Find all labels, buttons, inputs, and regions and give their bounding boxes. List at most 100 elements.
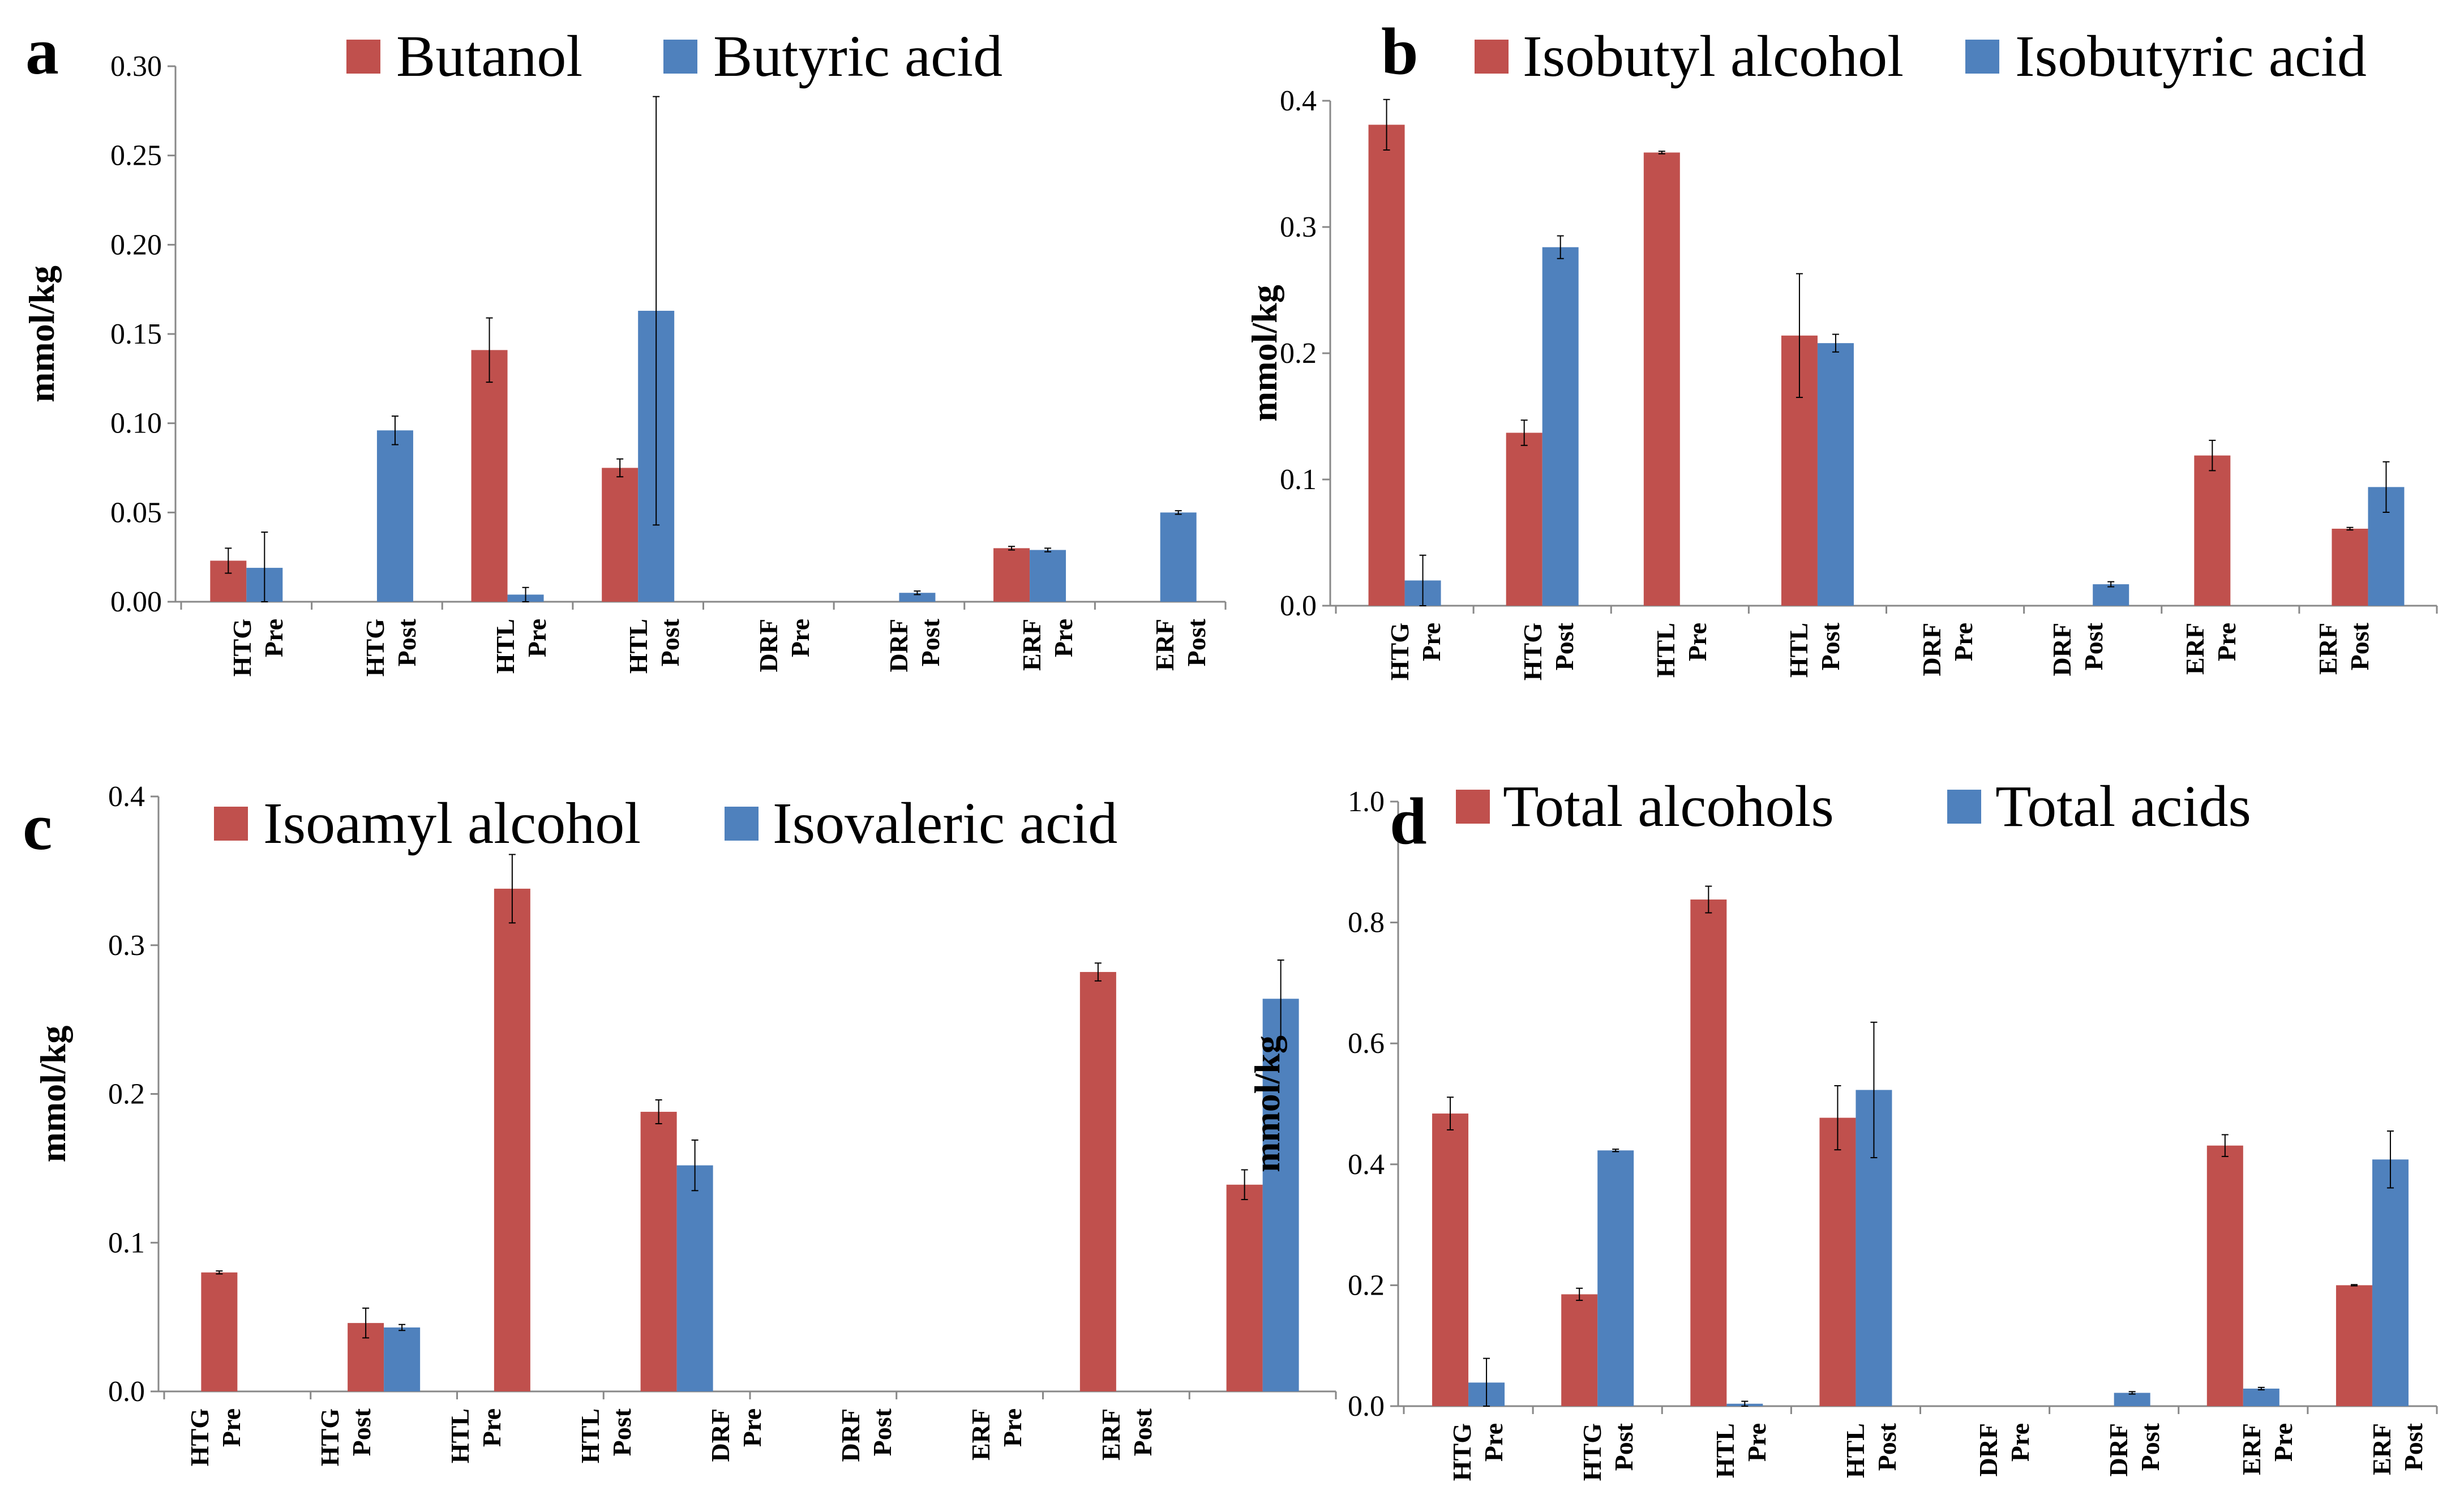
x-tick-label-line2: Pre — [2006, 1423, 2034, 1462]
x-tick-label-line2: Pre — [217, 1408, 246, 1447]
bar — [899, 593, 936, 602]
x-tick-label: HTG Post — [361, 618, 421, 676]
x-tick-label-line2: Pre — [1049, 619, 1078, 657]
x-tick-label-line2: Pre — [1949, 623, 1978, 661]
x-tick-label-line1: ERF — [1096, 1408, 1125, 1460]
x-tick-label-line2: Post — [916, 618, 945, 666]
x-tick-label-line1: DRF — [706, 1408, 735, 1462]
x-tick-label-line2: Pre — [998, 1408, 1027, 1447]
x-tick-label-line1: HTL — [624, 619, 653, 674]
y-axis-title: mmol/kg — [33, 1026, 73, 1163]
x-tick-label: ERF Pre — [1017, 619, 1078, 671]
x-tick-label-line2: Post — [607, 1408, 636, 1456]
x-tick-label-line1: DRF — [884, 619, 913, 673]
y-tick-label: 0.20 — [110, 229, 162, 261]
y-tick-label: 0.0 — [108, 1376, 145, 1408]
x-tick-label-line2: Post — [1872, 1423, 1901, 1471]
y-axis-title: mmol/kg — [22, 265, 62, 402]
y-tick-label: 0.00 — [110, 586, 162, 618]
x-tick-label-line1: HTL — [445, 1408, 474, 1463]
x-tick-label-line1: HTL — [1841, 1423, 1870, 1478]
bar — [2336, 1285, 2372, 1406]
x-tick-label-line2: Post — [655, 618, 684, 666]
x-tick-label-line1: ERF — [2237, 1423, 2266, 1475]
x-tick-label-line1: HTL — [1711, 1423, 1739, 1478]
x-tick-label: ERF Post — [1150, 618, 1211, 671]
x-tick-label-line2: Post — [1550, 622, 1579, 670]
x-tick-label-line2: Pre — [1742, 1423, 1771, 1462]
y-tick-label: 0.8 — [1348, 907, 1385, 939]
legend-swatch — [1456, 790, 1490, 824]
bar — [1262, 999, 1299, 1391]
legend-label: Total acids — [1995, 774, 2251, 839]
bar — [1690, 900, 1727, 1406]
bar — [1226, 1184, 1263, 1391]
legend-swatch — [725, 807, 759, 841]
x-tick-label: HTL Pre — [491, 619, 551, 674]
legend-label: Butanol — [396, 24, 582, 89]
x-tick-label-line2: Post — [2399, 1423, 2428, 1471]
x-tick-label-line1: DRF — [754, 619, 783, 673]
x-tick-label-line2: Pre — [2269, 1423, 2298, 1462]
bar — [1506, 432, 1542, 606]
x-tick-label: ERF Post — [1096, 1408, 1157, 1460]
bar — [384, 1327, 421, 1391]
bar — [1160, 512, 1197, 602]
x-tick-label-line2: Post — [2079, 622, 2108, 670]
x-tick-label: HTG Pre — [1447, 1423, 1508, 1481]
x-tick-label-line1: HTG — [185, 1408, 214, 1466]
x-tick-label: HTG Post — [1518, 622, 1579, 680]
x-tick-label-line2: Post — [347, 1408, 376, 1456]
x-tick-label-line2: Post — [1816, 622, 1845, 670]
x-tick-label-line1: HTG — [1578, 1423, 1606, 1481]
x-tick-label-line1: HTL — [1651, 623, 1680, 678]
y-tick-label: 0.1 — [1280, 464, 1317, 496]
x-tick-label: DRF Post — [836, 1408, 897, 1462]
y-tick-label: 0.25 — [110, 140, 162, 172]
x-tick-label: DRF Pre — [754, 619, 815, 673]
x-tick-label: DRF Post — [2047, 622, 2108, 676]
x-tick-label: HTL Post — [1784, 622, 1845, 678]
x-tick-label-line1: HTG — [315, 1408, 344, 1466]
x-tick-label-line2: Pre — [259, 619, 288, 657]
x-tick-label: ERF Post — [2313, 622, 2374, 675]
x-tick-label-line1: ERF — [2313, 623, 2342, 675]
x-tick-label: ERF Pre — [966, 1408, 1027, 1460]
x-tick-label-line1: ERF — [2367, 1423, 2396, 1475]
x-tick-label-line1: DRF — [1917, 623, 1946, 676]
x-tick-label-line1: HTG — [1385, 623, 1414, 680]
x-tick-label-line1: ERF — [2180, 623, 2209, 675]
x-tick-label-line2: Pre — [1683, 623, 1712, 661]
y-tick-label: 0.2 — [1348, 1269, 1385, 1301]
y-tick-label: 0.3 — [1280, 211, 1317, 243]
y-tick-label: 0.6 — [1348, 1027, 1385, 1060]
x-tick-label-line2: Post — [2345, 622, 2374, 670]
x-tick-label: DRF Post — [2104, 1423, 2165, 1476]
x-tick-label: HTL Pre — [445, 1408, 506, 1463]
y-tick-label: 0.0 — [1348, 1390, 1385, 1423]
x-tick-label: ERF Pre — [2180, 623, 2241, 675]
y-tick-label: 0.4 — [1348, 1149, 1385, 1181]
x-tick-label: HTL Pre — [1651, 623, 1712, 678]
bar — [640, 1112, 677, 1391]
x-tick-label-line1: ERF — [966, 1408, 995, 1460]
bar — [602, 468, 639, 602]
x-tick-label-line2: Post — [1609, 1423, 1638, 1471]
x-tick-label: HTL Post — [1841, 1423, 1901, 1478]
x-tick-label-line1: DRF — [2047, 623, 2076, 676]
x-tick-label-line1: HTL — [1784, 623, 1813, 678]
bar — [2332, 528, 2368, 606]
x-tick-label: HTG Pre — [185, 1408, 246, 1466]
bar — [201, 1272, 238, 1391]
bar — [2093, 584, 2129, 606]
x-tick-label-line2: Post — [1128, 1408, 1157, 1456]
x-tick-label: DRF Pre — [1974, 1423, 2034, 1477]
y-tick-label: 0.10 — [110, 408, 162, 440]
x-tick-label-line2: Post — [2136, 1423, 2165, 1471]
legend-swatch — [1475, 40, 1509, 74]
x-tick-label: ERF Post — [2367, 1423, 2428, 1475]
bar — [494, 888, 530, 1391]
